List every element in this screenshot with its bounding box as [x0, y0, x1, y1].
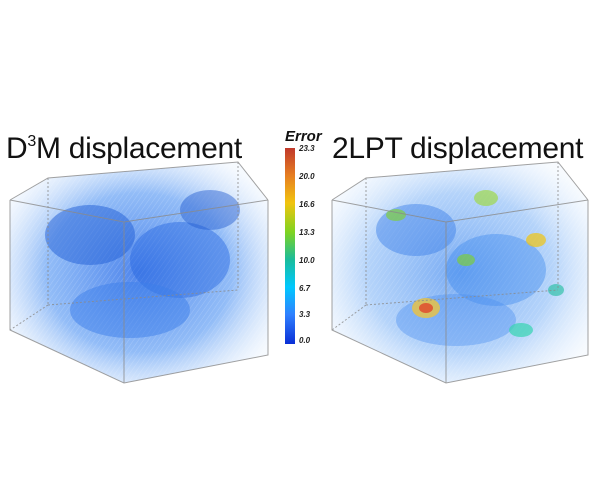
colorbar-tick: 10.0	[299, 256, 315, 265]
colorbar-tick: 3.3	[299, 310, 311, 319]
left-panel-title: D3M displacement	[6, 132, 242, 166]
colorbar-gradient	[285, 148, 295, 344]
colorbar-tick: 0.0	[299, 336, 311, 345]
colorbar-tick: 23.3	[299, 144, 315, 153]
left-title-sup: 3	[27, 133, 36, 150]
error-colorbar: Error 23.3 20.0 16.6 13.3 10.0 6.7 3.3 0…	[279, 128, 327, 358]
colorbar-title: Error	[285, 128, 322, 145]
left-title-rest: M displacement	[35, 132, 242, 165]
colorbar-tick: 16.6	[299, 200, 315, 209]
colorbar-tick: 6.7	[299, 284, 311, 293]
d3m-cube-visualization	[9, 161, 269, 384]
right-panel: 2LPT displacement	[326, 0, 600, 500]
left-panel: D3M displacement	[0, 0, 280, 500]
colorbar-tick: 13.3	[299, 228, 315, 237]
left-title-main: D	[6, 132, 28, 165]
colorbar-tick: 20.0	[299, 172, 315, 181]
2lpt-cube-visualization	[331, 161, 589, 384]
right-panel-title: 2LPT displacement	[332, 132, 584, 165]
